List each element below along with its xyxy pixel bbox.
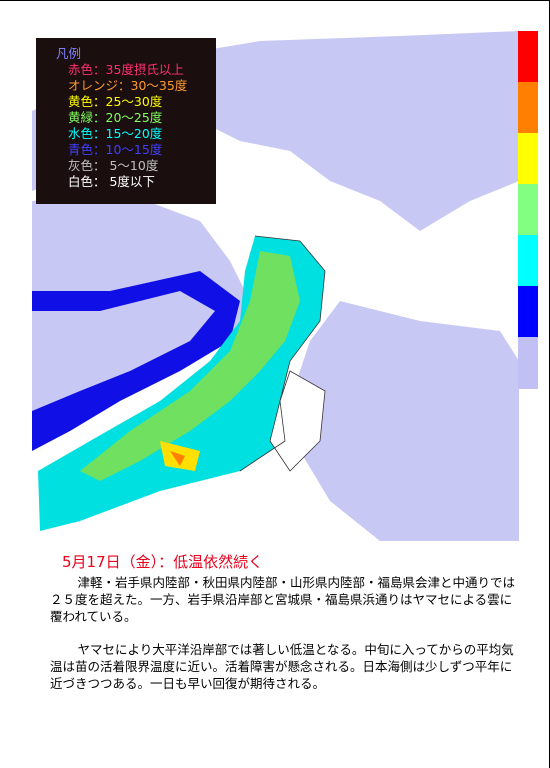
legend-item: オレンジ：30〜35度 — [68, 78, 188, 93]
paragraph: ヤマセにより大平洋沿岸部では著しい低温となる。中旬に入ってからの平均気温は苗の活… — [50, 642, 514, 691]
legend-item: 赤色：35度摂氏以上 — [68, 62, 184, 77]
legend-title: 凡例 — [56, 46, 82, 61]
legend-item: 白色： 5度以下 — [68, 174, 155, 189]
legend-item: 黄緑：20〜25度 — [68, 110, 163, 125]
legend-item: 青色：10〜15度 — [68, 142, 163, 157]
legend-item: 黄色：25〜30度 — [68, 94, 163, 109]
legend: 凡例 赤色：35度摂氏以上 オレンジ：30〜35度 黄色：25〜30度 黄緑：2… — [36, 38, 216, 204]
legend-item: 灰色： 5〜10度 — [68, 158, 159, 173]
paragraph: 津軽・岩手県内陸部・秋田県内陸部・山形県内陸部・福島県会津と中通りでは２５度を超… — [50, 575, 516, 624]
article-title: 5月17日（金）：低温依然続く — [62, 553, 264, 571]
legend-item: 水色：15〜20度 — [68, 126, 163, 141]
